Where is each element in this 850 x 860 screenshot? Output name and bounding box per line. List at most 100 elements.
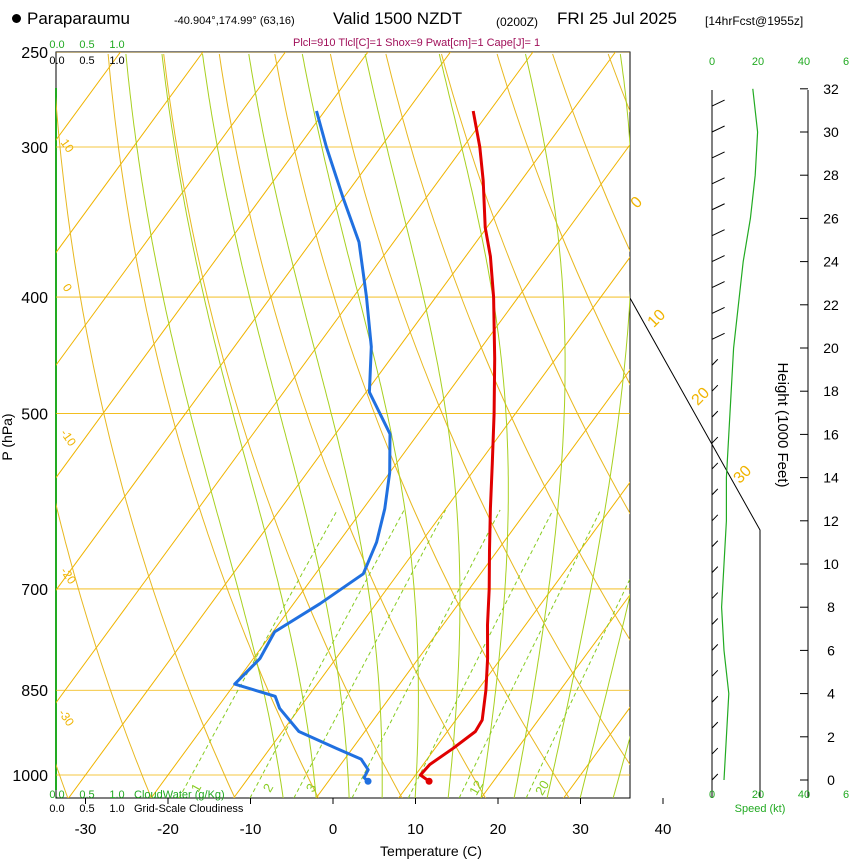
x-axis-label: Temperature (C)	[380, 843, 482, 859]
height-tick-label: 10	[823, 556, 839, 572]
zulu-time: (0200Z)	[496, 15, 539, 29]
height-tick-label: 28	[823, 167, 839, 183]
isotherm-line	[56, 52, 204, 254]
location-name: Paraparaumu	[27, 9, 131, 28]
speed-scale-bottom: 20	[752, 789, 764, 801]
dry-adiabat-line	[56, 502, 152, 798]
mixing-ratio-label: 20	[532, 778, 552, 798]
moist-adiabat-line	[248, 53, 383, 798]
x-tick-label: -30	[75, 821, 97, 838]
moist-adiabat-line	[125, 53, 284, 798]
mixing-ratio-line	[293, 509, 446, 798]
height-tick-label: 24	[823, 254, 839, 270]
moist-adiabat-line	[202, 53, 350, 798]
height-tick-label: 6	[827, 642, 835, 658]
height-tick-label: 12	[823, 513, 839, 529]
mixing-ratio-label: 12	[466, 778, 486, 798]
dewpoint-profile-surface-dot	[364, 777, 372, 785]
wind-barb	[711, 125, 725, 133]
speed-scale-top: 6	[843, 56, 849, 68]
isotherm-label: -10	[58, 427, 80, 450]
isotherm-line	[56, 52, 286, 366]
cloudwater-label: CloudWater (g/Kg)	[134, 789, 225, 801]
pressure-label: 500	[21, 406, 48, 423]
isotherm-line	[56, 52, 369, 479]
isotherm-line	[56, 52, 121, 141]
wind-barb	[711, 203, 725, 211]
cloudiness-scale-bottom: 0.0	[49, 803, 64, 815]
wind-barb	[711, 540, 719, 548]
dry-adiabat-line	[664, 54, 850, 798]
wind-barb	[711, 669, 719, 677]
wind-barb	[711, 462, 719, 470]
wind-barb	[711, 618, 719, 625]
wind-barb	[711, 695, 719, 703]
speed-scale-top: 0	[709, 56, 715, 68]
moist-adiabat-line	[546, 53, 630, 798]
forecast-run: [14hrFcst@1955z]	[705, 14, 804, 28]
mixing-ratio-line	[351, 509, 501, 798]
mixing-ratio-label: 2	[260, 781, 277, 795]
location-bullet-icon	[12, 14, 21, 23]
height-axis-label: Height (1000 Feet)	[774, 362, 791, 487]
isotherm-line	[315, 368, 630, 798]
x-tick-label: 30	[572, 821, 589, 838]
height-tick-label: 30	[823, 124, 839, 140]
x-tick-label: 20	[490, 821, 507, 838]
mixing-ratio-line	[178, 509, 338, 798]
cloudiness-scale-top: 1.0	[109, 55, 124, 67]
pressure-label: 250	[21, 45, 48, 62]
panel-diagonal	[629, 52, 761, 798]
dry-adiabat-label: 10	[645, 306, 670, 331]
isotherm-line	[646, 52, 850, 798]
dry-adiabat-line	[218, 53, 486, 798]
height-tick-label: 8	[827, 599, 835, 615]
isotherm-label: 0	[60, 281, 75, 295]
temperature-profile-surface-dot	[425, 777, 433, 785]
moist-adiabat-line	[364, 53, 461, 798]
pressure-label: 1000	[12, 768, 48, 785]
wind-barb	[711, 306, 725, 314]
plot-frame	[55, 51, 631, 799]
cloudiness-scale-bottom: 0.5	[79, 803, 94, 815]
stability-indices: Plcl=910 Tlcl[C]=1 Shox=9 Pwat[cm]=1 Cap…	[293, 37, 541, 49]
cloudwater-scale-bottom: 1.0	[109, 789, 124, 801]
height-tick-label: 22	[823, 297, 839, 313]
dry-adiabat-line	[163, 53, 403, 798]
wind-speed-trace	[720, 88, 759, 781]
wind-barb	[711, 332, 725, 340]
x-tick-label: 0	[329, 821, 337, 838]
speed-scale-bottom: 0	[709, 789, 715, 801]
cloudwater-scale-bottom: 0.5	[79, 789, 94, 801]
wind-barb	[711, 255, 725, 263]
speed-scale-top: 40	[798, 56, 810, 68]
dry-adiabat-line	[56, 96, 236, 798]
height-tick-label: 16	[823, 426, 839, 442]
dry-adiabat-label: 20	[689, 384, 714, 409]
dry-adiabat-line	[552, 53, 630, 253]
wind-barb	[711, 281, 725, 288]
height-tick-label: 14	[823, 470, 839, 486]
x-tick-label: 40	[655, 821, 672, 838]
dry-adiabat-line	[385, 53, 630, 641]
pressure-label: 700	[21, 582, 48, 599]
x-tick-label: -20	[157, 821, 179, 838]
moist-adiabat-line	[612, 735, 630, 798]
isotherm-line	[56, 52, 534, 704]
pressure-label: 850	[21, 683, 48, 700]
speed-scale-top: 20	[752, 56, 764, 68]
wind-barb	[711, 151, 725, 159]
cloudiness-scale-top: 0.5	[79, 55, 94, 67]
isotherm-line	[68, 52, 616, 798]
x-tick-label: 10	[407, 821, 424, 838]
pressure-label: 400	[21, 290, 48, 307]
height-tick-label: 26	[823, 210, 839, 226]
wind-barb	[711, 358, 719, 366]
cloudwater-scale-top: 1.0	[109, 39, 124, 51]
y-axis-label: P (hPa)	[0, 413, 15, 460]
cloudiness-label: Grid-Scale Cloudiness	[134, 803, 244, 815]
moist-adiabat-line	[513, 53, 566, 798]
dewpoint-profile	[233, 110, 392, 783]
wind-barb	[711, 592, 719, 599]
